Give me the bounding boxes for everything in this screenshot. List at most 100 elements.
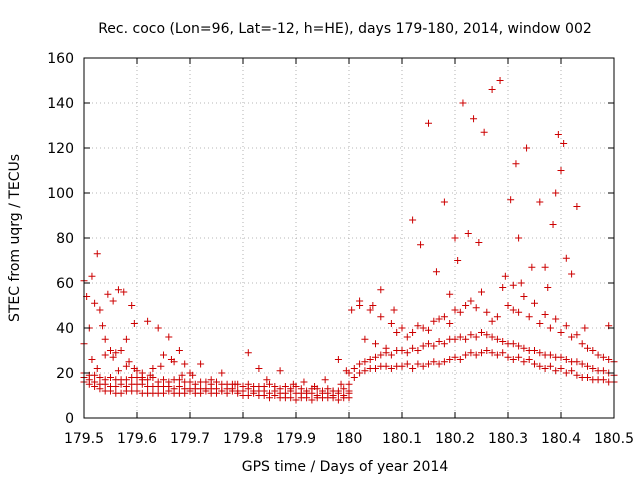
data-point [104,290,112,298]
data-point [541,263,549,271]
data-point [377,313,385,321]
data-point [440,198,448,206]
axis-ticks [83,57,615,419]
data-point [546,324,554,332]
data-point [467,349,475,357]
data-point [552,189,560,197]
data-point [144,376,152,384]
x-tick-labels: 179.5 179.6 179.7 179.8 179.9 180 180.1 180.2 18… [64,431,634,447]
data-point [483,331,491,339]
data-point [101,376,109,384]
data-point [130,365,138,372]
data-point [425,326,432,334]
y-tick-label: 20 [56,366,74,382]
data-point [244,380,252,388]
data-point [454,257,462,264]
data-point [472,351,480,359]
grid-lines [84,58,614,418]
data-point [197,360,205,368]
y-tick-label: 80 [56,231,74,247]
data-point [398,347,406,354]
data-point [409,329,417,336]
data-point [308,396,316,404]
data-point [361,335,369,343]
data-point [125,358,133,366]
data-point [93,250,101,258]
data-point [398,324,406,332]
data-point [109,353,117,361]
series-early-scatter [80,340,350,395]
data-point [520,344,528,352]
data-point [122,362,130,370]
data-point [509,340,517,348]
data-point [440,313,448,321]
data-point [263,376,271,384]
x-tick-label: 180.5 [594,431,634,447]
data-point [281,383,289,390]
data-point [96,374,104,381]
data-point [303,387,311,395]
data-point [181,360,189,368]
data-point [130,320,138,327]
data-point [546,351,554,359]
data-point [419,342,427,350]
data-point [472,304,480,312]
data-point [557,167,565,174]
data-point [467,297,475,305]
data-point [464,230,472,237]
data-point [107,374,114,381]
data-point [289,380,297,388]
data-point [170,385,178,393]
data-point [356,360,364,368]
data-point [372,340,379,348]
data-point [175,347,183,354]
data-point [478,288,485,296]
data-point [120,288,128,296]
data-point [112,383,120,390]
data-point [440,340,448,348]
x-tick-label: 179.5 [64,431,104,447]
data-point [425,119,432,127]
data-point [507,196,515,204]
data-point [504,353,512,361]
data-point [488,86,496,93]
data-point [387,320,395,327]
data-point [528,263,536,271]
data-point [515,308,523,316]
data-point [154,378,162,386]
data-point [568,333,576,341]
data-point [589,347,597,354]
data-point [202,378,210,386]
data-point [231,380,239,388]
data-point [117,347,125,354]
data-point [425,340,432,348]
data-point [266,389,273,397]
data-point [154,324,162,332]
data-point [409,344,417,352]
data-point [114,367,122,375]
series-early-descending [80,250,194,377]
data-point [488,349,496,357]
data-point [149,365,157,372]
data-point [281,389,289,397]
data-point [480,128,488,136]
data-point [557,365,565,372]
data-point [493,335,501,343]
data-point [568,367,576,375]
data-point [366,306,374,314]
data-point [340,385,348,393]
data-point [337,380,345,388]
data-point [324,385,332,393]
data-point [313,392,321,399]
data-point [509,356,517,363]
data-point [165,333,173,341]
data-point [218,369,226,377]
data-point [459,99,467,107]
data-point [568,270,576,278]
data-point [112,349,120,357]
data-point [520,358,528,366]
data-point [128,302,136,309]
data-point [334,356,342,363]
data-point [488,333,496,341]
data-point [91,299,99,307]
